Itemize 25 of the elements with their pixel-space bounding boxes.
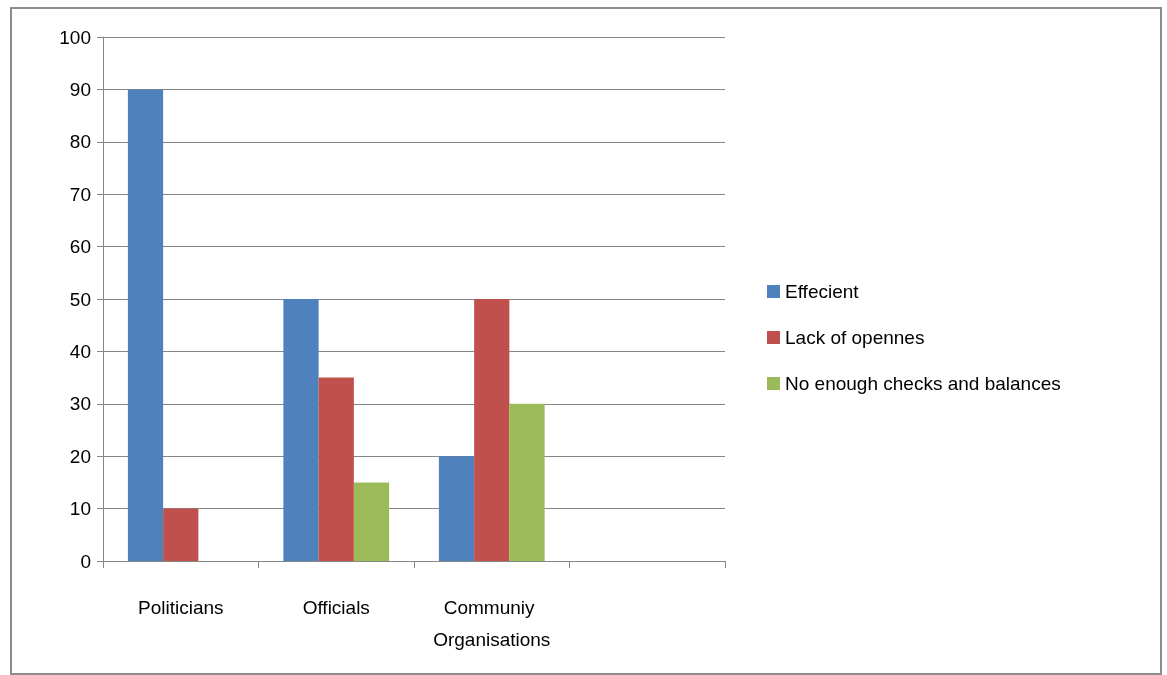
- legend-label: No enough checks and balances: [785, 373, 1061, 394]
- legend-label: Lack of opennes: [785, 327, 925, 348]
- bar: [318, 377, 354, 561]
- y-tick-label: 30: [69, 393, 91, 415]
- bar: [353, 482, 390, 561]
- x-tick-label: Communiy Organisations: [433, 596, 551, 650]
- y-tick-label: 50: [69, 288, 91, 310]
- bar: [283, 299, 319, 561]
- y-tick-label: 60: [69, 236, 91, 258]
- y-tick-label: 40: [69, 340, 91, 362]
- y-tick-label: 70: [69, 183, 91, 205]
- x-tick-label: Politicians: [137, 596, 224, 618]
- y-tick-label: 80: [69, 131, 91, 153]
- bar: [127, 89, 164, 561]
- y-tick-label: 0: [80, 550, 91, 572]
- y-tick-label: 20: [69, 445, 91, 467]
- bar: [474, 299, 510, 561]
- y-tick-label: 10: [69, 498, 91, 520]
- bar: [163, 508, 199, 561]
- bar: [438, 456, 475, 561]
- y-tick-label: 100: [59, 26, 91, 48]
- y-tick-label: 90: [69, 78, 91, 100]
- bar: [509, 403, 545, 561]
- x-tick-label: Officials: [302, 596, 370, 618]
- legend-label: Effecient: [785, 281, 860, 302]
